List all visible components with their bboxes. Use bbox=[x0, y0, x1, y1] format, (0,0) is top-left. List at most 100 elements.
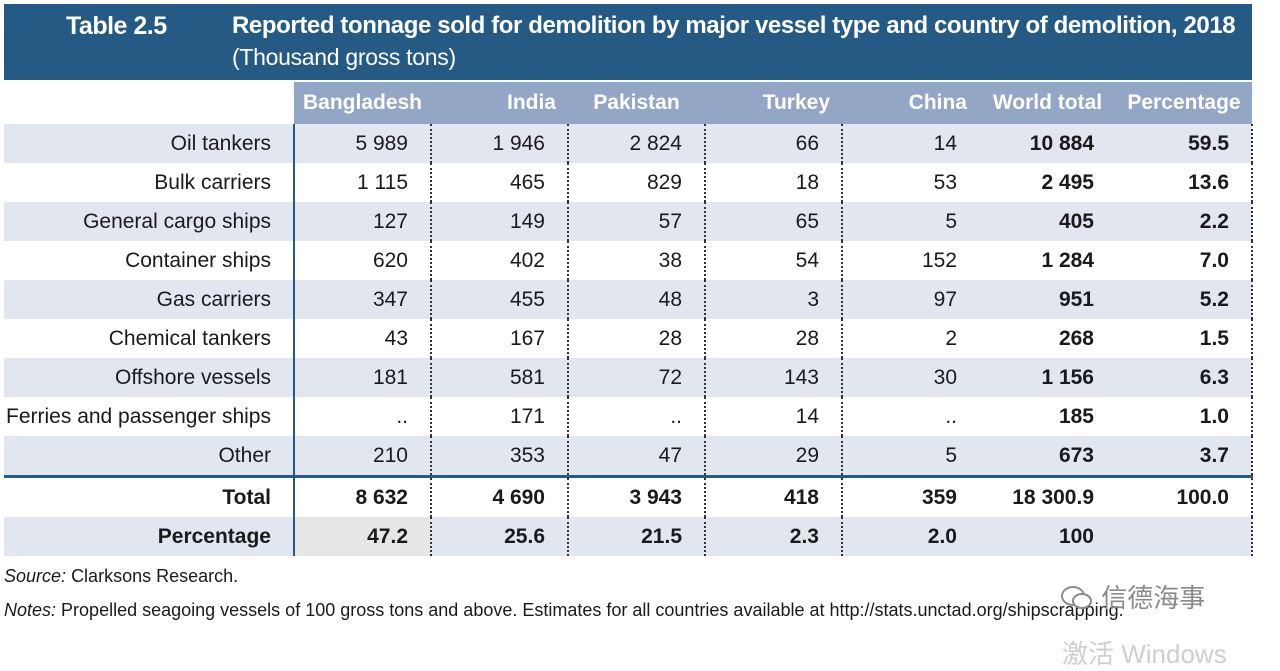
cell-turkey: 3 bbox=[705, 280, 843, 319]
cell-pakistan: 28 bbox=[568, 319, 706, 358]
cell-world-total: 268 bbox=[1058, 326, 1094, 350]
cell-turkey: 14 bbox=[705, 397, 843, 436]
percentage-row: Percentage 47.2 25.6 21.5 2.3 2.0 100 bbox=[4, 517, 1253, 556]
source-note: Source: Clarksons Research. bbox=[4, 566, 238, 587]
cell-china: 97 bbox=[842, 280, 979, 319]
cell-pakistan: .. bbox=[568, 397, 706, 436]
cell-china: .. bbox=[945, 404, 957, 428]
table-row: Oil tankers 5 989 1 946 2 824 66 14 10 884 59.5 bbox=[4, 124, 1253, 163]
cell-china: 14 bbox=[842, 124, 979, 163]
total-row: Total 8 632 4 690 3 943 418 359 18 300.9 100.0 bbox=[4, 475, 1253, 517]
cell-india: 4 690 bbox=[431, 475, 569, 517]
column-header-india: India bbox=[431, 82, 568, 124]
notes: Notes: Propelled seagoing vessels of 100… bbox=[4, 598, 1252, 623]
row-label: General cargo ships bbox=[4, 202, 295, 241]
watermark-text: 信德海事 bbox=[1101, 583, 1206, 613]
row-label: Gas carriers bbox=[4, 280, 295, 319]
cell-china: 5 bbox=[842, 202, 979, 241]
table-title: Reported tonnage sold for demolition by … bbox=[232, 12, 1236, 39]
cell-pakistan: 2 824 bbox=[568, 124, 706, 163]
table-label: Table 2.5 bbox=[66, 12, 167, 40]
cell-bangladesh: 347 bbox=[294, 280, 432, 319]
cell-bangladesh: 1 115 bbox=[294, 163, 432, 202]
row-label: Offshore vessels bbox=[4, 358, 295, 397]
cell-pakistan: 57 bbox=[568, 202, 706, 241]
column-header-bangladesh: Bangladesh bbox=[294, 82, 431, 124]
cell-pakistan: 21.5 bbox=[568, 517, 706, 556]
cell-percentage: 13.6 bbox=[1116, 163, 1253, 202]
cell-pakistan: 3 943 bbox=[568, 475, 706, 517]
table-row: Gas carriers 347 455 48 3 97 951 5.2 bbox=[4, 280, 1253, 319]
cell-pakistan: 48 bbox=[568, 280, 706, 319]
row-label: Total bbox=[4, 475, 295, 517]
cell-india: 353 bbox=[431, 436, 569, 477]
cell-world-total: 2 495 bbox=[1041, 170, 1094, 194]
table-row: Chemical tankers 43 167 28 28 2 268 1.5 bbox=[4, 319, 1253, 358]
cell-bangladesh: 8 632 bbox=[294, 475, 432, 517]
source-text: Clarksons Research. bbox=[71, 566, 239, 586]
watermark: 信德海事 bbox=[1060, 578, 1205, 615]
wechat-icon bbox=[1061, 586, 1092, 609]
cell-turkey: 66 bbox=[705, 124, 843, 163]
table-row: Bulk carriers 1 115 465 829 18 53 2 495 13.6 bbox=[4, 163, 1253, 202]
table-row: Other 210 353 47 29 5 673 3.7 bbox=[4, 436, 1253, 477]
cell-bangladesh: 620 bbox=[294, 241, 432, 280]
activation-overlay: 激活 Windows bbox=[1062, 639, 1227, 669]
table-row: Offshore vessels 181 581 72 143 30 1 156 6.3 bbox=[4, 358, 1253, 397]
notes-text: Propelled seagoing vessels of 100 gross … bbox=[61, 600, 1124, 620]
row-label: Ferries and passenger ships bbox=[4, 397, 295, 436]
cell-world-total: 1 284 bbox=[1041, 248, 1094, 272]
cell-pakistan: 38 bbox=[568, 241, 706, 280]
cell-bangladesh: 43 bbox=[294, 319, 432, 358]
cell-china: 152 bbox=[921, 248, 957, 272]
cell-world-total: 10 884 bbox=[979, 124, 1116, 163]
cell-percentage: 7.0 bbox=[1116, 241, 1253, 280]
cell-china: 5 bbox=[842, 436, 979, 477]
row-label: Container ships bbox=[4, 241, 295, 280]
cell-india: 167 bbox=[431, 319, 569, 358]
cell-percentage: 100.0 bbox=[1116, 475, 1253, 517]
cell-world-total: 951 bbox=[979, 280, 1116, 319]
cell-india: 171 bbox=[431, 397, 569, 436]
table-row: Ferries and passenger ships.. 171.. 14.. 18… bbox=[4, 397, 1253, 436]
cell-china: 359 bbox=[842, 475, 979, 517]
cell-world-total: 100 bbox=[979, 517, 1116, 556]
cell-bangladesh: 47.2 bbox=[294, 517, 432, 556]
cell-india: 455 bbox=[431, 280, 569, 319]
cell-percentage: 1.5 bbox=[1116, 319, 1253, 358]
row-label: Oil tankers bbox=[4, 124, 295, 163]
column-header-percentage: Percentage bbox=[1116, 82, 1252, 124]
row-label: Chemical tankers bbox=[4, 319, 295, 358]
cell-china: 53 bbox=[933, 170, 957, 194]
cell-india: 25.6 bbox=[431, 517, 569, 556]
table-row: General cargo ships 127 149 57 65 5 405 2.2 bbox=[4, 202, 1253, 241]
cell-china: 2 bbox=[945, 326, 957, 350]
cell-india: 581 bbox=[431, 358, 569, 397]
cell-bangladesh: .. bbox=[294, 397, 432, 436]
column-header-turkey: Turkey bbox=[705, 82, 842, 124]
cell-turkey: 54 bbox=[705, 241, 843, 280]
demolition-table: Bangladesh India Pakistan Turkey China W… bbox=[4, 82, 1253, 556]
column-header-china: China bbox=[842, 82, 979, 124]
cell-world-total: 18 300.9 bbox=[979, 475, 1116, 517]
cell-percentage: 59.5 bbox=[1116, 124, 1253, 163]
cell-turkey: 28 bbox=[705, 319, 843, 358]
cell-pakistan: 72 bbox=[568, 358, 706, 397]
cell-india: 402 bbox=[431, 241, 569, 280]
column-header-blank bbox=[4, 82, 294, 124]
cell-turkey: 418 bbox=[705, 475, 843, 517]
cell-percentage: 6.3 bbox=[1116, 358, 1253, 397]
table-header-band: Table 2.5 Reported tonnage sold for demo… bbox=[4, 4, 1252, 80]
cell-bangladesh: 127 bbox=[294, 202, 432, 241]
cell-turkey: 29 bbox=[705, 436, 843, 477]
cell-china: 2.0 bbox=[842, 517, 979, 556]
column-header-world-total: World total bbox=[979, 82, 1116, 124]
cell-turkey: 65 bbox=[705, 202, 843, 241]
cell-china: 30 bbox=[842, 358, 979, 397]
cell-turkey: 2.3 bbox=[705, 517, 843, 556]
cell-india: 149 bbox=[431, 202, 569, 241]
cell-bangladesh: 210 bbox=[294, 436, 432, 477]
source-prefix: Source: bbox=[4, 566, 67, 586]
table-row: Container ships 620 402 38 54 152 1 284 7.0 bbox=[4, 241, 1253, 280]
cell-percentage: 5.2 bbox=[1116, 280, 1253, 319]
